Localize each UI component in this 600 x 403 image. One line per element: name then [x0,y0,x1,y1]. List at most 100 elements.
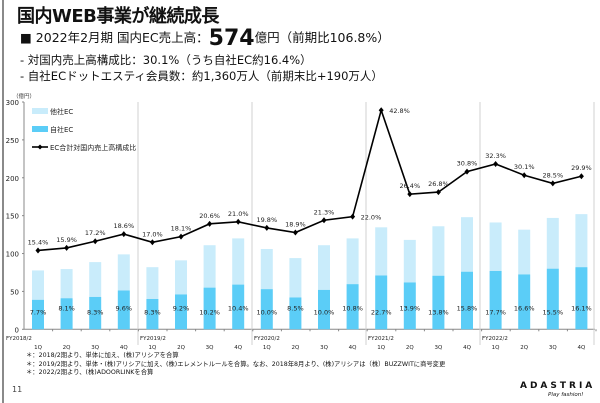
legend-swatch-own-ec [32,126,48,132]
quarter-label: 3Q [320,345,328,351]
ratio-label: 18.9% [285,221,306,229]
bar-other-ec [32,270,44,300]
bar-other-ec [175,260,187,295]
slide-left-border [2,0,4,403]
bar-own-ec [432,275,445,330]
own-ec-ratio-label: 16.1% [571,304,592,312]
quarter-label: 4Q [463,345,471,351]
ratio-label: 30.8% [457,160,478,168]
footnotes: ＊：2018/2期より、単体に加え、(株)アリシアを合算 ＊：2019/2期より… [26,352,445,378]
quarter-label: 3Q [206,345,214,351]
own-ec-ratio-label: 9.2% [173,304,190,312]
bar-other-ec [203,245,216,288]
ratio-label: 21.0% [228,210,249,218]
y-tick-label: 50 [10,288,19,296]
bar-own-ec [175,294,187,330]
y-tick-label: 100 [6,251,19,259]
quarter-label: 1Q [492,345,500,351]
quarter-label: 1Q [377,345,385,351]
ec-sales-chart: （億円） 0 50 100 150 200 250 300 FY2018/2 FY2019/2 FY… [6,92,597,351]
ratio-label: 17.0% [142,230,163,238]
ratio-label: 32.3% [485,152,506,160]
bar-own-ec [117,290,130,330]
y-tick-label: 200 [6,175,19,183]
ratio-label: 28.5% [542,171,563,179]
own-ec-ratio-label: 10.0% [314,308,335,316]
bullet-members: - 自社ECドットエスティ会員数：約1,360万人（前期末比+190万人） [20,69,383,83]
ratio-marker [435,189,441,196]
footnote: ＊：2019/2期より、単体・(株)アリシアに加え、(株)エレメントルールを合算… [26,360,446,368]
ratio-marker [235,218,241,225]
ratio-marker [550,180,556,187]
bar-own-ec [546,268,559,330]
bar-other-ec [260,248,273,290]
bar-other-ec [60,269,73,299]
bar-own-ec [289,297,302,330]
own-ec-ratio-label: 8.5% [287,304,304,312]
ratio-label: 18.6% [113,222,134,230]
legend-swatch-other-ec [32,108,48,114]
own-ec-ratio-label: 10.8% [342,304,363,312]
bar-own-ec [518,274,531,330]
ratio-label: 20.6% [199,212,220,220]
ratio-marker [378,107,384,114]
bar-own-ec [232,284,245,330]
quarter-label: 4Q [234,345,242,351]
own-ec-ratio-label: 16.6% [514,304,535,312]
ratio-marker [92,238,98,245]
ratio-marker [35,247,41,254]
bar-own-ec [318,289,330,330]
bar-other-ec [89,262,102,297]
quarter-label: 2Q [406,345,414,351]
ratio-label: 30.1% [514,163,535,171]
logo-tagline: Play fashion! [548,392,584,398]
ratio-label: 15.4% [28,238,49,246]
fiscal-year-label: FY2022/2 [482,336,508,342]
bar-other-ec [232,238,245,285]
bar-own-ec [32,299,44,330]
bar-other-ec [346,238,359,285]
ratio-label: 21.3% [314,208,335,216]
headline-sales: ■ 2022年2月期 国内EC売上高：574億円（前期比106.8%） [20,26,390,51]
quarter-label: 3Q [434,345,442,351]
headline-suffix: 億円（前期比106.8%） [254,30,390,45]
quarter-label: 2Q [520,345,528,351]
bar-other-ec [318,245,330,290]
slide-title: 国内WEB事業が継続成長 [17,6,219,27]
quarter-label: 4Q [577,345,585,351]
quarter-label: 2Q [63,345,71,351]
bar-other-ec [146,267,159,299]
quarter-label: 4Q [349,345,357,351]
ratio-marker [321,217,327,224]
own-ec-ratio-label: 17.7% [485,308,506,316]
ratio-marker [149,239,155,246]
quarter-label: 2Q [177,345,185,351]
bar-other-ec [289,258,302,298]
own-ec-ratio-label: 10.4% [228,304,249,312]
y-axis-unit: （億円） [13,92,35,100]
y-tick-label: 250 [6,137,19,145]
legend-label-ratio: EC合計対国内売上高構成比 [50,143,136,152]
ratio-marker [178,233,184,240]
bullet-ratio: - 対国内売上高構成比：30.1%（うち自社EC約16.4%） [20,53,312,67]
own-ec-ratio-label: 15.8% [457,304,478,312]
ratio-marker [64,244,70,251]
quarter-label: 2Q [291,345,299,351]
y-tick-label: 150 [6,213,19,221]
ratio-label: 29.9% [571,164,592,172]
own-ec-ratio-label: 22.7% [371,308,392,316]
bar-own-ec [575,267,588,330]
bar-other-ec [117,254,130,291]
bar-other-ec [403,239,416,283]
page-number: 11 [12,385,23,394]
ratio-label: 15.9% [56,236,77,244]
ratio-marker [264,224,270,231]
bar-own-ec [461,271,473,330]
y-tick-label: 0 [15,326,19,334]
footnote: ＊：2018/2期より、単体に加え、(株)アリシアを合算 [26,352,179,359]
bar-other-ec [518,229,531,275]
fiscal-year-label: FY2020/2 [254,336,280,342]
fiscal-year-label: FY2019/2 [140,336,166,342]
own-ec-ratio-label: 8.3% [144,308,161,316]
adastria-logo: ADASTRIA [520,381,596,391]
